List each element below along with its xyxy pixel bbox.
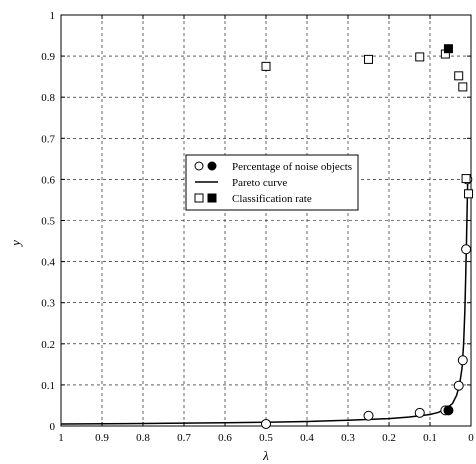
legend-open-square-icon bbox=[194, 193, 204, 203]
y-tick-label: 0.4 bbox=[41, 257, 55, 269]
x-tick-label: 0.3 bbox=[341, 432, 355, 444]
y-tick-label: 0.2 bbox=[41, 339, 55, 351]
y-tick-label: 0.8 bbox=[41, 92, 55, 104]
legend-label-classification: Classification rate bbox=[232, 193, 312, 205]
y-tick-label: 0.6 bbox=[41, 174, 55, 186]
noise-point bbox=[457, 355, 468, 366]
noise-point bbox=[261, 418, 271, 429]
noise-point bbox=[461, 244, 472, 255]
y-tick-label: 1 bbox=[50, 10, 56, 22]
noise-point bbox=[453, 380, 464, 391]
legend-entry-pareto: Pareto curve bbox=[195, 177, 287, 189]
legend-entry-classification: Classification rate bbox=[194, 193, 312, 205]
x-tick-label: 0.1 bbox=[423, 432, 437, 444]
legend-open-circle-icon bbox=[194, 161, 204, 171]
x-tick-label: 0.5 bbox=[259, 432, 273, 444]
classification-point bbox=[458, 82, 468, 92]
pareto-curve-line bbox=[60, 179, 469, 425]
x-tick-label: 1 bbox=[58, 432, 64, 444]
y-tick-label: 0.7 bbox=[41, 133, 55, 145]
y-axis-label: y bbox=[8, 240, 23, 248]
grid bbox=[61, 15, 471, 426]
noise-point bbox=[363, 410, 374, 421]
classification-point bbox=[415, 52, 425, 62]
y-tick-label: 0.3 bbox=[41, 298, 55, 310]
legend-filled-circle-icon bbox=[207, 161, 217, 171]
x-tick-label: 0.6 bbox=[218, 432, 232, 444]
classification-point bbox=[461, 174, 471, 184]
y-tick-label: 0.5 bbox=[41, 216, 55, 228]
classification-point bbox=[364, 54, 373, 64]
x-tick-label: 0.8 bbox=[136, 432, 150, 444]
x-axis-label: λ bbox=[262, 448, 269, 463]
x-tick-label: 0.9 bbox=[95, 432, 109, 444]
legend-label-noise: Percentage of noise objects bbox=[232, 161, 352, 173]
classification-point bbox=[454, 71, 464, 81]
noise-point bbox=[414, 407, 425, 418]
noise-point-selected bbox=[443, 405, 454, 416]
classification-point bbox=[261, 61, 271, 71]
classification-point-selected bbox=[443, 44, 453, 54]
y-tick-labels: 0 0.1 0.2 0.3 0.4 0.5 0.6 0.7 0.8 0.9 1 bbox=[41, 10, 55, 433]
x-tick-label: 0 bbox=[468, 432, 474, 444]
y-tick-label: 0.9 bbox=[41, 51, 55, 63]
x-tick-label: 0.4 bbox=[300, 432, 314, 444]
x-tick-label: 0.7 bbox=[177, 432, 191, 444]
y-tick-label: 0 bbox=[50, 421, 56, 433]
legend-filled-square-icon bbox=[207, 193, 217, 203]
series-layer bbox=[60, 44, 474, 429]
legend: Percentage of noise objects Pareto curve… bbox=[185, 154, 359, 211]
legend-label-pareto: Pareto curve bbox=[232, 177, 287, 189]
x-tick-label: 0.2 bbox=[382, 432, 396, 444]
y-tick-label: 0.1 bbox=[41, 380, 55, 392]
classification-point bbox=[464, 189, 474, 199]
x-tick-labels: 1 0.9 0.8 0.7 0.6 0.5 0.4 0.3 0.2 0.1 0 bbox=[58, 432, 474, 444]
legend-entry-noise: Percentage of noise objects bbox=[194, 161, 352, 173]
